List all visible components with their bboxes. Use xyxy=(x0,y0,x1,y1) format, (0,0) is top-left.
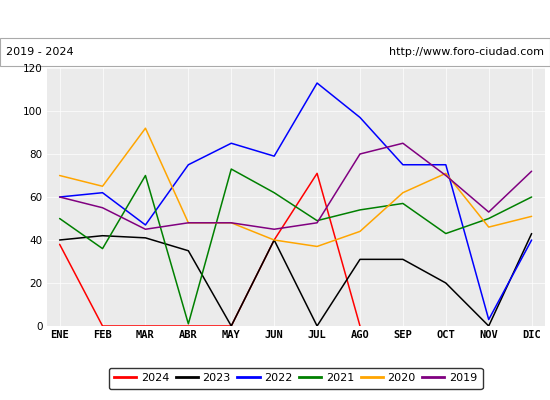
Text: Evolucion Nº Turistas Extranjeros en el municipio de Paniza: Evolucion Nº Turistas Extranjeros en el … xyxy=(42,12,508,26)
Legend: 2024, 2023, 2022, 2021, 2020, 2019: 2024, 2023, 2022, 2021, 2020, 2019 xyxy=(108,368,483,389)
Text: 2019 - 2024: 2019 - 2024 xyxy=(6,47,73,57)
Text: http://www.foro-ciudad.com: http://www.foro-ciudad.com xyxy=(389,47,544,57)
